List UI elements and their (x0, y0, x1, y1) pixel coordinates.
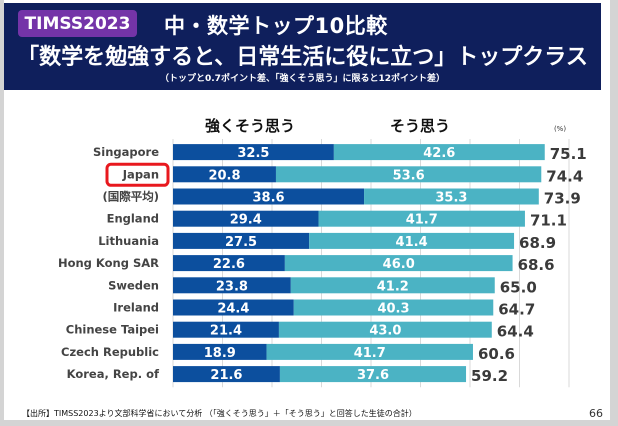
bar-label-strongly-agree: 21.4 (210, 324, 242, 339)
unit-label: (%) (554, 125, 566, 133)
bar-label-strongly-agree: 27.5 (225, 235, 257, 250)
category-label: Ireland (113, 301, 159, 315)
bar-label-agree: 41.7 (354, 346, 386, 361)
category-label: England (107, 212, 159, 226)
bar-agree (278, 321, 492, 338)
bar-agree (284, 255, 513, 272)
category-label: Chinese Taipei (66, 323, 159, 337)
total-label: 64.7 (498, 301, 535, 319)
bar-label-strongly-agree: 24.4 (217, 302, 249, 317)
bar-strongly-agree (173, 343, 267, 360)
bar-agree (266, 343, 473, 360)
bar-label-strongly-agree: 18.9 (204, 346, 236, 361)
total-label: 60.6 (478, 345, 515, 363)
bar-label-agree: 42.6 (423, 146, 455, 161)
bar-agree (275, 166, 542, 183)
bar-agree (364, 188, 539, 205)
total-label: 73.9 (544, 190, 581, 208)
bar-agree (279, 366, 467, 383)
bar-label-strongly-agree: 21.6 (210, 368, 242, 383)
bar-agree (290, 277, 495, 294)
total-label: 59.2 (471, 367, 508, 385)
title-line-1: 中・数学トップ10比較 (164, 14, 388, 38)
bar-label-agree: 41.7 (406, 213, 438, 228)
bar-label-agree: 35.3 (435, 191, 467, 206)
bar-strongly-agree (173, 366, 280, 383)
bar-strongly-agree (173, 255, 285, 272)
bar-label-strongly-agree: 32.5 (237, 146, 269, 161)
legend-strongly-agree: 強くそう思う (205, 117, 295, 135)
bar-strongly-agree (173, 144, 334, 161)
subtitle: （トップと0.7ポイント差、「強くそう思う」に限ると12ポイント差） (160, 74, 445, 84)
bar-strongly-agree (173, 210, 319, 227)
bar-agree (293, 299, 494, 316)
category-label: Czech Republic (61, 345, 159, 359)
total-label: 68.6 (518, 256, 555, 274)
bar-strongly-agree (173, 277, 291, 294)
bar-label-agree: 37.6 (357, 368, 389, 383)
category-label: (国際平均) (102, 190, 159, 204)
category-label: Hong Kong SAR (58, 256, 159, 270)
bar-strongly-agree (173, 166, 276, 183)
category-label: Sweden (108, 278, 159, 292)
bar-strongly-agree (173, 232, 310, 249)
bar-label-agree: 43.0 (369, 324, 401, 339)
bar-strongly-agree (173, 299, 294, 316)
bar-label-agree: 41.2 (377, 279, 409, 294)
total-label: 65.0 (500, 278, 537, 296)
bar-label-strongly-agree: 22.6 (213, 257, 245, 272)
bar-label-strongly-agree: 38.6 (252, 191, 284, 206)
bar-agree (333, 144, 545, 161)
category-label: Japan (122, 167, 159, 181)
total-label: 68.9 (519, 234, 556, 252)
bar-strongly-agree (173, 188, 365, 205)
total-label: 71.1 (530, 212, 567, 230)
bar-label-strongly-agree: 20.8 (208, 168, 240, 183)
bar-label-strongly-agree: 23.8 (216, 279, 248, 294)
legend-agree: そう思う (390, 117, 450, 135)
bar-label-agree: 53.6 (393, 168, 425, 183)
header-banner: TIMSS2023 中・数学トップ10比較 「数学を勉強すると、日常生活に役に立… (4, 3, 601, 90)
bar-strongly-agree (173, 321, 279, 338)
timss-badge: TIMSS2023 (18, 10, 137, 37)
total-label: 74.4 (546, 167, 583, 185)
bar-label-agree: 40.3 (377, 302, 409, 317)
bar-label-strongly-agree: 29.4 (230, 213, 262, 228)
category-label: Korea, Rep. of (67, 367, 160, 381)
total-label: 75.1 (550, 145, 587, 163)
source-note: 【出所】TIMSS2023より文部科学省において分析 （「強くそう思う」＋「そう… (22, 409, 417, 418)
highlight-box (105, 162, 170, 187)
bar-label-agree: 46.0 (383, 257, 415, 272)
bar-agree (318, 210, 525, 227)
page-number: 66 (589, 407, 603, 420)
total-label: 64.4 (497, 323, 534, 341)
bar-label-agree: 41.4 (396, 235, 428, 250)
category-label: Singapore (93, 145, 159, 159)
title-line-2: 「数学を勉強すると、日常生活に役に立つ」トップクラス (17, 45, 588, 70)
category-label: Lithuania (98, 234, 159, 248)
bar-agree (309, 232, 515, 249)
